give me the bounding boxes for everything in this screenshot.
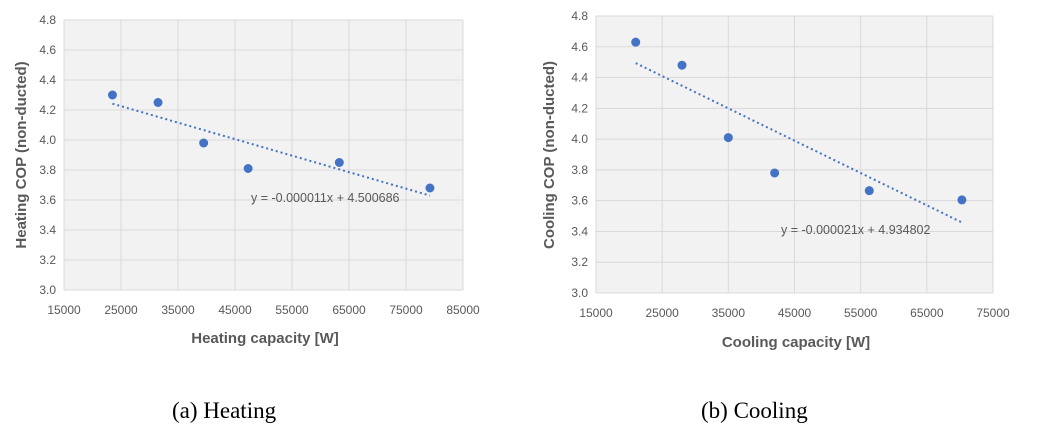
heating-x-tick-label: 85000 bbox=[446, 303, 480, 317]
heating-y-tick-label: 4.4 bbox=[39, 73, 56, 87]
cooling-x-tick-label: 55000 bbox=[844, 306, 878, 320]
heating-y-tick-label: 4.6 bbox=[39, 43, 56, 57]
cooling-trendline-equation: y = -0.000021x + 4.934802 bbox=[781, 223, 930, 237]
cooling-y-tick-label: 3.8 bbox=[571, 163, 588, 177]
cooling-y-tick-label: 3.2 bbox=[571, 255, 588, 269]
heating-x-tick-label: 15000 bbox=[47, 303, 81, 317]
heating-y-axis-title: Heating COP (non-ducted) bbox=[13, 61, 30, 248]
heating-y-tick-label: 3.4 bbox=[39, 223, 56, 237]
cooling-y-axis-title: Cooling COP (non-ducted) bbox=[541, 61, 558, 249]
cooling-chart: 15000 25000 35000 45000 55000 65000 75000 3.0 3.… bbox=[541, 9, 1010, 351]
heating-trendline-equation: y = -0.000011x + 4.500686 bbox=[251, 191, 400, 205]
cooling-data-point bbox=[864, 186, 874, 196]
cooling-x-tick-label: 45000 bbox=[778, 306, 812, 320]
heating-y-tick-label: 3.2 bbox=[39, 253, 56, 267]
cooling-y-tick-label: 3.0 bbox=[571, 286, 588, 300]
heating-data-point bbox=[243, 164, 253, 173]
heating-y-tick-label: 3.6 bbox=[39, 193, 56, 207]
heating-y-tick-label: 3.0 bbox=[39, 283, 56, 297]
cooling-data-point bbox=[723, 133, 733, 143]
heating-y-tick-label: 4.0 bbox=[39, 133, 56, 147]
heating-plot-area bbox=[64, 20, 463, 290]
cooling-y-tick-label: 4.6 bbox=[571, 40, 588, 54]
cooling-y-tick-label: 4.0 bbox=[571, 132, 588, 146]
cooling-x-tick-label: 35000 bbox=[712, 306, 746, 320]
heating-y-tick-label: 3.8 bbox=[39, 163, 56, 177]
heating-x-tick-label: 75000 bbox=[389, 303, 423, 317]
heating-y-tick-label: 4.2 bbox=[39, 103, 56, 117]
cooling-y-tick-label: 3.6 bbox=[571, 194, 588, 208]
heating-chart: 15000 25000 35000 45000 55000 65000 75000 85000… bbox=[13, 13, 480, 347]
heating-x-axis-title: Heating capacity [W] bbox=[191, 330, 339, 347]
cooling-y-tick-label: 4.2 bbox=[571, 101, 588, 115]
heating-chart-panel: 15000 25000 35000 45000 55000 65000 75000 85000… bbox=[0, 0, 500, 441]
cooling-chart-panel: 15000 25000 35000 45000 55000 65000 75000 3.0 3.… bbox=[520, 0, 1037, 441]
heating-y-tick-label: 4.8 bbox=[39, 13, 56, 27]
cooling-x-tick-label: 25000 bbox=[645, 306, 679, 320]
cooling-x-tick-label: 65000 bbox=[910, 306, 944, 320]
cooling-y-tick-label: 3.4 bbox=[571, 224, 588, 238]
heating-x-tick-label: 25000 bbox=[104, 303, 138, 317]
heating-data-point bbox=[199, 138, 209, 148]
heating-x-tick-label: 35000 bbox=[161, 303, 195, 317]
heating-x-tick-label: 45000 bbox=[218, 303, 252, 317]
cooling-x-axis-title: Cooling capacity [W] bbox=[722, 334, 870, 351]
cooling-data-point bbox=[677, 60, 687, 70]
heating-x-tick-label: 65000 bbox=[332, 303, 366, 317]
heating-data-point bbox=[425, 183, 435, 193]
heating-data-point bbox=[153, 98, 163, 107]
cooling-trendline bbox=[635, 62, 963, 224]
cooling-x-tick-label: 15000 bbox=[579, 306, 613, 320]
cooling-data-point bbox=[770, 168, 780, 178]
heating-data-point bbox=[334, 158, 344, 167]
caption-cooling: (b) Cooling bbox=[701, 398, 808, 423]
caption-heating: (a) Heating bbox=[172, 398, 277, 423]
heating-trendline bbox=[112, 102, 431, 197]
cooling-y-tick-label: 4.8 bbox=[571, 9, 588, 23]
cooling-x-tick-label: 75000 bbox=[976, 306, 1010, 320]
heating-data-point bbox=[107, 90, 117, 100]
cooling-data-point bbox=[957, 195, 967, 205]
heating-x-tick-label: 55000 bbox=[275, 303, 309, 317]
cooling-y-tick-label: 4.4 bbox=[571, 71, 588, 85]
cooling-data-point bbox=[631, 37, 641, 47]
